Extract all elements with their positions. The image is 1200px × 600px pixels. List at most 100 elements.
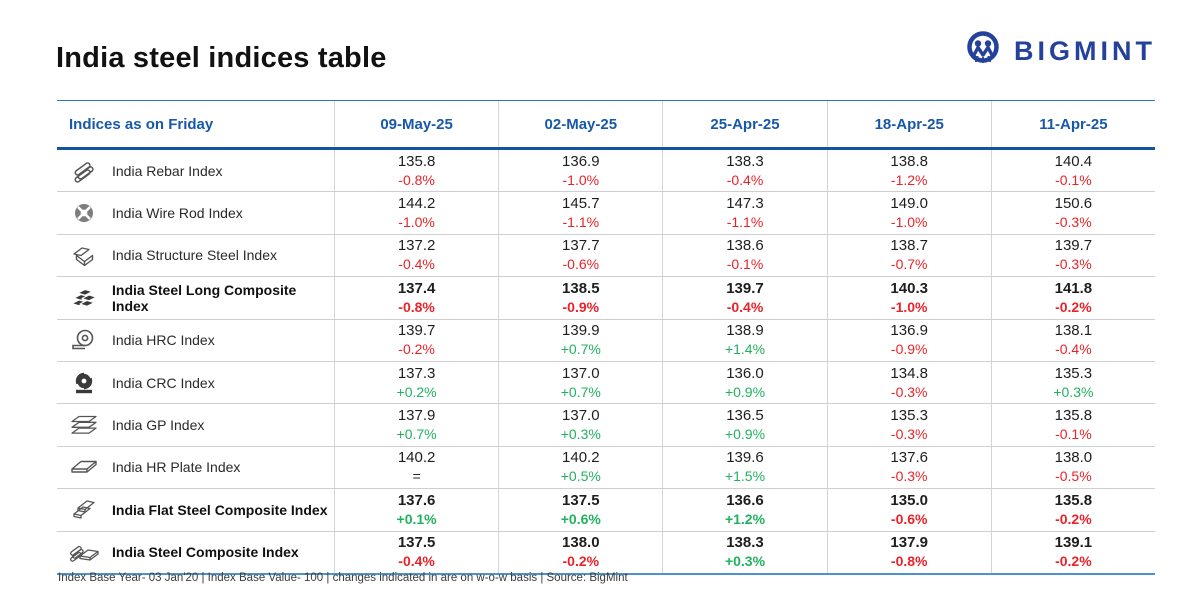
index-change: -0.7% bbox=[890, 256, 928, 273]
index-change: -0.2% bbox=[562, 553, 600, 570]
index-label: India CRC Index bbox=[112, 374, 215, 391]
flat-steel-stack-icon bbox=[69, 497, 99, 523]
value-cell: 137.0 +0.3% bbox=[498, 404, 662, 446]
page-title: India steel indices table bbox=[56, 42, 387, 74]
index-value: 138.0 bbox=[562, 534, 600, 552]
index-label: India Structure Steel Index bbox=[112, 247, 277, 264]
index-change: -0.1% bbox=[1055, 426, 1092, 443]
index-value: 138.0 bbox=[1054, 449, 1093, 467]
index-label: India Steel Long Composite Index bbox=[112, 281, 297, 314]
index-change: +1.4% bbox=[724, 341, 766, 358]
index-change: -0.3% bbox=[1055, 214, 1092, 231]
index-value: 136.9 bbox=[562, 152, 600, 170]
index-value: 139.7 bbox=[397, 322, 436, 340]
index-value: 135.3 bbox=[1054, 364, 1093, 382]
index-value: 137.3 bbox=[397, 364, 436, 382]
index-label-cell: India CRC Index bbox=[57, 362, 334, 403]
index-value: 137.4 bbox=[397, 279, 436, 297]
index-change: -0.2% bbox=[1055, 298, 1092, 315]
index-label-cell: India Flat Steel Composite Index bbox=[57, 489, 334, 530]
index-value: 140.3 bbox=[890, 279, 928, 297]
index-value: 145.7 bbox=[562, 195, 600, 213]
index-change: +0.9% bbox=[724, 426, 766, 443]
value-cell: 136.9 -0.9% bbox=[826, 319, 991, 361]
index-change: = bbox=[412, 468, 421, 485]
index-value: 137.9 bbox=[397, 407, 436, 425]
value-cell: 137.2 -0.4% bbox=[334, 234, 498, 277]
index-value: 136.6 bbox=[726, 491, 764, 509]
value-cell: 138.3 +0.3% bbox=[662, 531, 826, 573]
index-label: India HRC Index bbox=[112, 332, 215, 349]
value-cell: 134.8 -0.3% bbox=[826, 361, 991, 404]
value-cell: 139.9 +0.7% bbox=[498, 319, 662, 361]
table-row: India Steel Long Composite Index 137.4 -0.… bbox=[57, 277, 1155, 320]
index-value: 144.2 bbox=[397, 195, 436, 213]
value-cell: 150.6 -0.3% bbox=[990, 192, 1155, 234]
steel-composite-icon bbox=[69, 539, 99, 565]
index-label: India Steel Composite Index bbox=[112, 544, 299, 561]
index-change: -0.9% bbox=[890, 341, 928, 358]
index-change: -0.8% bbox=[398, 171, 435, 188]
value-cell: 138.7 -0.7% bbox=[826, 234, 991, 277]
index-value: 139.6 bbox=[726, 449, 764, 467]
value-cell: 137.9 -0.8% bbox=[826, 531, 991, 573]
index-change: +0.1% bbox=[396, 510, 437, 527]
index-value: 136.9 bbox=[890, 322, 928, 340]
value-cell: 138.1 -0.4% bbox=[990, 319, 1155, 361]
index-value: 135.8 bbox=[397, 152, 436, 170]
index-change: -0.8% bbox=[890, 553, 928, 570]
index-value: 141.8 bbox=[1054, 279, 1093, 297]
index-value: 147.3 bbox=[726, 195, 764, 213]
table-row: India Wire Rod Index 144.2 -1.0% 145.7 -1.1%… bbox=[57, 192, 1155, 235]
index-change: -0.9% bbox=[562, 298, 600, 315]
column-header-date: 18-Apr-25 bbox=[826, 101, 991, 147]
index-change: -1.0% bbox=[890, 298, 928, 315]
index-label-cell: India Wire Rod Index bbox=[57, 192, 334, 233]
index-label-cell: India Steel Composite Index bbox=[57, 532, 334, 573]
index-change: +0.3% bbox=[1053, 383, 1094, 400]
gp-sheets-icon bbox=[69, 412, 99, 438]
table-header-row: Indices as on Friday 09-May-25 02-May-25 2… bbox=[57, 100, 1155, 150]
index-label: India GP Index bbox=[112, 417, 205, 434]
index-change: -0.6% bbox=[890, 510, 928, 527]
index-change: +1.5% bbox=[724, 468, 766, 485]
index-value: 137.7 bbox=[562, 237, 600, 255]
value-cell: 135.0 -0.6% bbox=[826, 489, 991, 531]
value-cell: 140.2 = bbox=[334, 446, 498, 489]
value-cell: 135.3 +0.3% bbox=[990, 361, 1155, 404]
column-header-date: 09-May-25 bbox=[334, 101, 498, 147]
index-change: -0.2% bbox=[1055, 553, 1092, 570]
index-value: 137.6 bbox=[890, 449, 928, 467]
index-change: -1.0% bbox=[562, 171, 600, 188]
index-change: -0.4% bbox=[398, 256, 435, 273]
value-cell: 135.8 -0.2% bbox=[990, 489, 1155, 531]
value-cell: 138.6 -0.1% bbox=[662, 234, 826, 277]
column-header-indices: Indices as on Friday bbox=[69, 115, 214, 133]
index-value: 138.6 bbox=[726, 237, 764, 255]
index-value: 137.2 bbox=[397, 237, 436, 255]
index-label-cell: India Steel Long Composite Index bbox=[57, 277, 334, 318]
index-change: -0.3% bbox=[1055, 256, 1092, 273]
index-value: 139.1 bbox=[1054, 534, 1093, 552]
table-row: India HR Plate Index 140.2 = 140.2 +0.5% 139.… bbox=[57, 446, 1155, 490]
table-row: India Rebar Index 135.8 -0.8% 136.9 -1.0% 138… bbox=[57, 150, 1155, 193]
value-cell: 136.5 +0.9% bbox=[662, 404, 826, 446]
index-value: 140.2 bbox=[562, 449, 600, 467]
index-change: -1.1% bbox=[726, 214, 764, 231]
value-cell: 137.5 -0.4% bbox=[334, 531, 498, 573]
table-row: India Flat Steel Composite Index 137.6 +0.… bbox=[57, 489, 1155, 532]
index-change: +0.3% bbox=[724, 553, 766, 570]
index-change: +0.2% bbox=[396, 383, 437, 400]
index-label-cell: India Rebar Index bbox=[57, 150, 334, 191]
index-value: 138.5 bbox=[562, 279, 600, 297]
index-value: 135.3 bbox=[890, 407, 928, 425]
value-cell: 140.3 -1.0% bbox=[826, 277, 991, 319]
index-value: 137.9 bbox=[890, 534, 928, 552]
index-value: 135.8 bbox=[1054, 407, 1093, 425]
index-change: -0.8% bbox=[398, 298, 435, 315]
index-value: 139.9 bbox=[562, 322, 600, 340]
value-cell: 147.3 -1.1% bbox=[662, 192, 826, 234]
column-header-date: 25-Apr-25 bbox=[662, 101, 826, 147]
index-value: 137.0 bbox=[562, 364, 600, 382]
index-value: 138.1 bbox=[1054, 322, 1093, 340]
